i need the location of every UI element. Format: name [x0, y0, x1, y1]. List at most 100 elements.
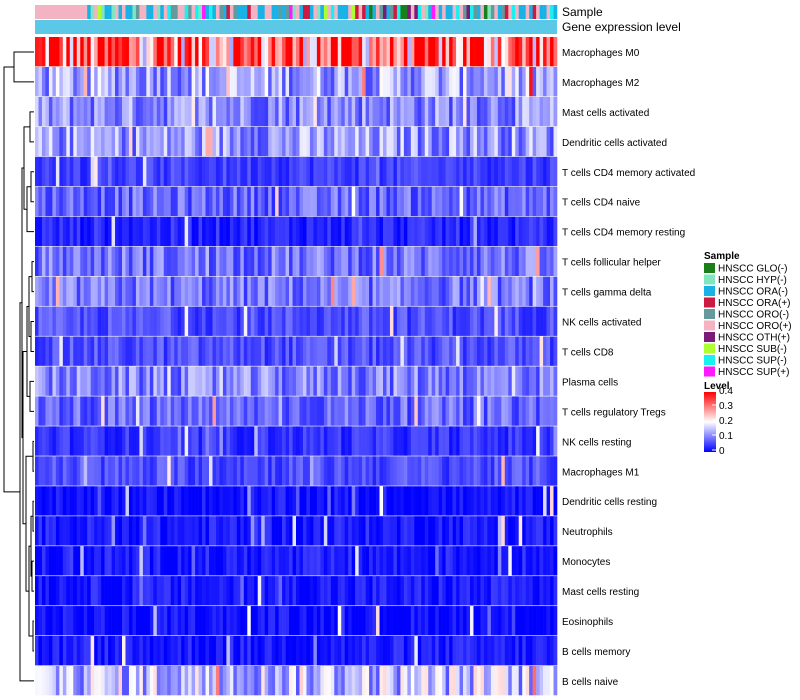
heatmap-cell [550, 546, 554, 576]
heatmap-cell [553, 396, 558, 426]
heatmap-cell [473, 126, 478, 157]
heatmap-cell [38, 186, 43, 217]
heatmap-cell [546, 186, 551, 217]
sample-cell [282, 5, 286, 19]
heatmap-cell [320, 426, 325, 456]
heatmap-cell [73, 516, 78, 546]
sample-cell [271, 5, 276, 19]
heatmap-cell [278, 37, 283, 67]
heatmap-cell [271, 636, 276, 666]
heatmap-cell [456, 37, 460, 67]
heatmap-cell [111, 156, 116, 187]
heatmap-cell [480, 576, 485, 606]
heatmap-cell [320, 366, 325, 396]
heatmap-cell [250, 156, 255, 187]
sample-legend-label: HNSCC OTH(+) [718, 333, 790, 344]
heatmap-cell [490, 246, 495, 276]
sample-cell [268, 5, 272, 19]
heatmap-cell [414, 276, 419, 306]
heatmap-cell [428, 216, 433, 247]
heatmap-cell [445, 456, 450, 486]
heatmap-cell [327, 546, 332, 576]
heatmap-cell [285, 156, 290, 187]
heatmap-cell [163, 606, 168, 636]
heatmap-cell [156, 636, 161, 666]
heatmap-cell [125, 276, 130, 306]
sample-cell [261, 5, 265, 19]
heatmap-cell [463, 546, 467, 576]
heatmap-cell [195, 276, 199, 306]
heatmap-cell [341, 606, 346, 636]
heatmap-cell [376, 216, 380, 247]
heatmap-cell [167, 426, 172, 456]
heatmap-cell [275, 576, 279, 606]
heatmap-cell [170, 246, 175, 276]
heatmap-cell [386, 606, 391, 636]
heatmap-cell [257, 396, 262, 426]
heatmap-cell [309, 396, 314, 426]
heatmap-cell [452, 576, 457, 606]
heatmap-cell [66, 306, 71, 336]
heatmap-cell [386, 216, 391, 247]
heatmap-cell [181, 456, 185, 486]
heatmap-cell [278, 576, 283, 606]
heatmap-cell [45, 37, 50, 67]
heatmap-cell [146, 426, 151, 456]
heatmap-cell [466, 366, 471, 396]
heatmap-cell [362, 336, 366, 366]
heatmap-cell [233, 546, 238, 576]
heatmap-cell [205, 665, 210, 696]
heatmap-cell [181, 336, 185, 366]
heatmap-cell [483, 665, 488, 696]
heatmap-cell [442, 156, 446, 187]
sample-cell [41, 5, 46, 19]
heatmap-cell [362, 156, 366, 187]
heatmap-cell [104, 37, 109, 67]
heatmap-cell [215, 546, 220, 576]
heatmap-cell [188, 396, 192, 426]
sample-cell [226, 5, 231, 19]
heatmap-cell [101, 96, 105, 127]
heatmap-cell [550, 665, 554, 696]
heatmap-cell [149, 576, 154, 606]
heatmap-cell [466, 576, 471, 606]
heatmap-cell [463, 37, 467, 67]
heatmap-cell [351, 546, 356, 576]
heatmap-cell [153, 366, 158, 396]
heatmap-cell [160, 156, 165, 187]
heatmap-cell [132, 576, 137, 606]
heatmap-cell [316, 216, 321, 247]
heatmap-cell [271, 486, 276, 516]
heatmap-cell [323, 576, 328, 606]
heatmap-cell [546, 426, 551, 456]
sample-legend-swatch [704, 343, 715, 354]
heatmap-cell [372, 546, 377, 576]
heatmap-cell [309, 66, 314, 97]
heatmap-cell [52, 665, 57, 696]
heatmap-cell [376, 276, 380, 306]
heatmap-cell [233, 37, 238, 67]
heatmap-cell [296, 546, 300, 576]
heatmap-cell [424, 636, 429, 666]
heatmap-cell [115, 186, 119, 217]
heatmap-cell [35, 546, 39, 576]
heatmap-cell [219, 306, 224, 336]
heatmap-cell [306, 37, 311, 67]
heatmap-cell [195, 186, 199, 217]
heatmap-cell [174, 276, 178, 306]
heatmap-cell [94, 276, 98, 306]
heatmap-cell [386, 426, 391, 456]
heatmap-cell [132, 96, 137, 127]
heatmap-cell [550, 456, 554, 486]
heatmap-cell [87, 636, 91, 666]
sample-cell [396, 5, 401, 19]
heatmap-cell [80, 186, 85, 217]
heatmap-cell [337, 276, 342, 306]
heatmap-cell [508, 366, 513, 396]
heatmap-cell [132, 606, 137, 636]
heatmap-cell [518, 606, 523, 636]
heatmap-cell [309, 306, 314, 336]
heatmap-cell [473, 186, 478, 217]
heatmap-cell [438, 246, 443, 276]
heatmap-cell [431, 606, 436, 636]
